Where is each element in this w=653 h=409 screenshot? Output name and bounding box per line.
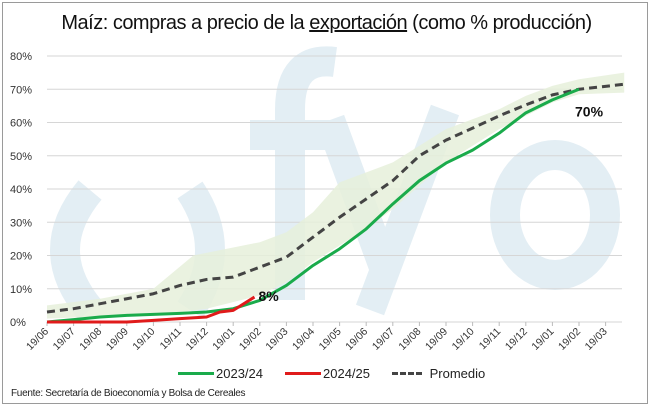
x-tick-label: 19/09 (423, 326, 450, 353)
y-tick-label: 50% (10, 151, 32, 163)
legend-item-2024-25: 2024/25 (285, 366, 370, 381)
source-note: Fuente: Secretaría de Bioeconomía y Bols… (11, 388, 246, 399)
legend-item-2023-24: 2023/24 (178, 366, 263, 381)
watermark-o (490, 140, 620, 290)
y-tick-label: 10% (10, 284, 32, 296)
title-part: Maíz: compras a precio de la (61, 12, 310, 34)
x-tick-label: 19/06 (343, 326, 370, 353)
x-tick-label: 19/08 (77, 326, 104, 353)
legend: 2023/24 2024/25 Promedio (178, 366, 485, 381)
title-underlined: exportación (309, 12, 408, 34)
y-tick-label: 20% (10, 251, 32, 263)
x-tick-label: 19/12 (184, 326, 211, 353)
x-tick-label: 19/01 (210, 326, 237, 353)
data-label: 70% (575, 104, 604, 120)
x-tick-label: 19/11 (158, 326, 185, 353)
x-tick-label: 19/08 (396, 326, 423, 353)
x-tick-label: 19/10 (450, 326, 477, 353)
watermark-logo (50, 46, 620, 320)
x-tick-label: 19/02 (556, 326, 583, 353)
x-tick-label: 19/05 (317, 326, 344, 353)
series-line-promedio (46, 82, 625, 314)
legend-swatch (392, 372, 422, 375)
x-tick-label: 19/03 (263, 326, 290, 353)
x-tick-label: 19/11 (477, 326, 504, 353)
y-tick-label: 60% (10, 118, 32, 130)
y-tick-label: 30% (10, 217, 32, 229)
x-tick-label: 19/07 (370, 326, 397, 353)
x-tick-label: 19/10 (130, 326, 157, 353)
x-tick-label: 19/04 (290, 326, 317, 353)
x-tick-label: 19/07 (51, 326, 78, 353)
y-tick-label: 40% (10, 184, 32, 196)
chart-title: Maíz: compras a precio de la exportación… (0, 12, 653, 35)
legend-label: Promedio (429, 366, 486, 381)
legend-item-promedio: Promedio (392, 366, 485, 381)
series-line-2024-25 (47, 295, 256, 324)
legend-swatch (285, 372, 321, 375)
x-tick-label: 19/01 (529, 326, 556, 353)
legend-label: 2024/25 (323, 366, 370, 381)
chart-frame (2, 2, 648, 404)
range-band (47, 72, 625, 319)
x-tick-label: 19/03 (583, 326, 610, 353)
series-line-2023-24 (46, 87, 580, 324)
y-tick-label: 70% (10, 84, 32, 96)
x-tick-label: 19/06 (24, 326, 51, 353)
y-tick-label: 80% (10, 51, 32, 63)
watermark-f (250, 46, 337, 300)
y-tick-label: 0% (10, 317, 26, 329)
title-part: (como % producción) (407, 12, 592, 34)
x-tick-label: 19/09 (104, 326, 131, 353)
legend-swatch (178, 372, 214, 375)
data-label: 8% (258, 288, 279, 304)
x-tick-label: 19/02 (237, 326, 264, 353)
x-tick-label: 19/12 (503, 326, 530, 353)
watermark-paren (50, 180, 102, 320)
legend-label: 2023/24 (216, 366, 263, 381)
